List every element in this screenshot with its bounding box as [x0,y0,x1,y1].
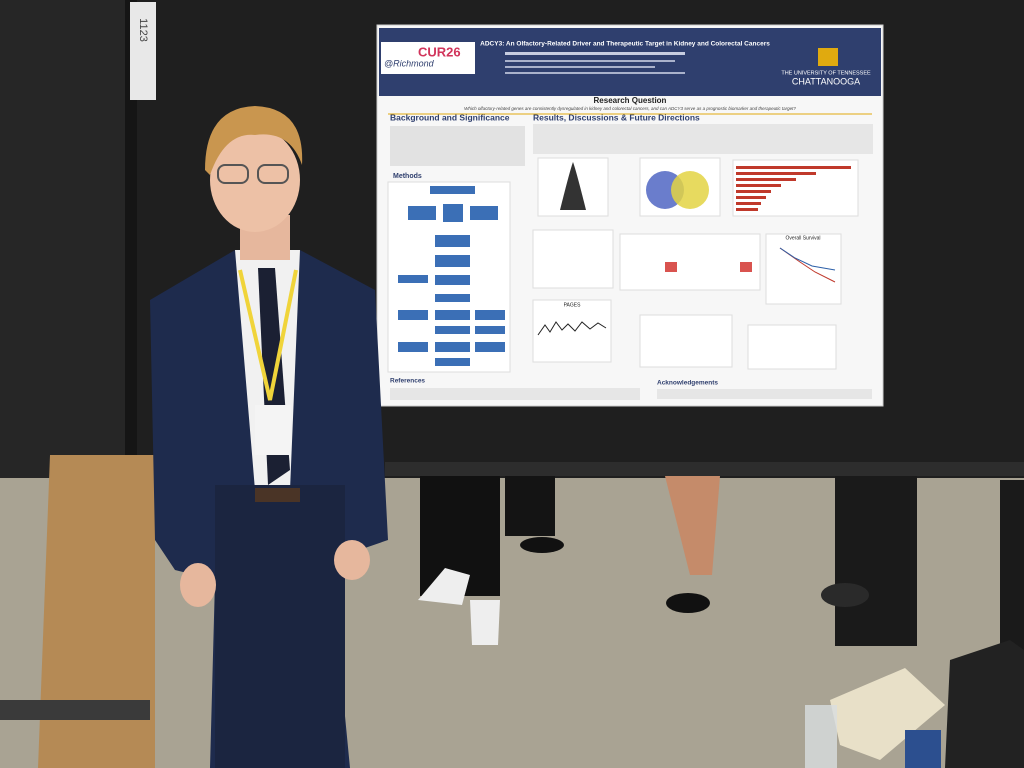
cardboard-box [38,455,155,768]
volcano-plot [560,162,586,210]
figure-label: Overall Survival [785,235,820,241]
text-block [533,124,873,154]
section-heading: Results, Discussions & Future Directions [533,112,700,122]
bar-figure [736,166,851,211]
figure-trace [532,299,612,363]
logo: CUR26 [418,44,461,59]
figure-molecule [639,314,733,368]
figure-structure [747,324,837,370]
figure-bars [732,159,859,217]
text-block [657,389,872,399]
section-heading: Acknowledgements [657,380,718,387]
logo-sub: @Richmond [384,58,435,68]
side-panel [0,0,135,478]
venn-circle [671,171,709,209]
trace-line [537,321,607,336]
affiliation-line [505,72,685,74]
person [150,106,388,768]
section-heading: Background and Significance [390,112,510,122]
flowchart-boxes [398,186,505,366]
figure-boxplots [619,233,761,291]
booth-tag-text: 1123 [137,18,149,42]
poster: CUR26 @Richmond ADCY3: An Olfactory-Rela… [376,24,884,407]
tube [0,700,150,720]
booth-tag [130,2,156,100]
research-question-heading: Research Question [594,96,667,105]
university-line1: THE UNIVERSITY OF TENNESSEE [781,70,871,76]
section-heading: References [390,378,425,385]
figure-label: PAGES [564,302,582,308]
logo-box [381,42,475,74]
affiliation-line [505,66,655,68]
university-line2: CHATTANOOGA [792,76,860,86]
affiliation-line [505,60,675,62]
author-lines [505,52,685,55]
boxplot [740,262,752,272]
backpack [945,640,1024,768]
utc-logo [818,48,838,66]
section-heading: Methods [393,173,422,180]
text-block [390,126,525,166]
water-bottle [905,730,941,768]
survival-curve [779,247,836,271]
cup [805,705,837,768]
text-block [390,388,640,400]
boxplot [665,262,677,272]
tote-bag [830,668,945,760]
panel-frame [385,462,1024,476]
poster-title: ADCY3: An Olfactory-Related Driver and T… [480,41,770,48]
research-question: Which olfactory-related genes are consis… [464,106,796,111]
background-people [418,476,917,646]
figure-network [532,229,614,289]
